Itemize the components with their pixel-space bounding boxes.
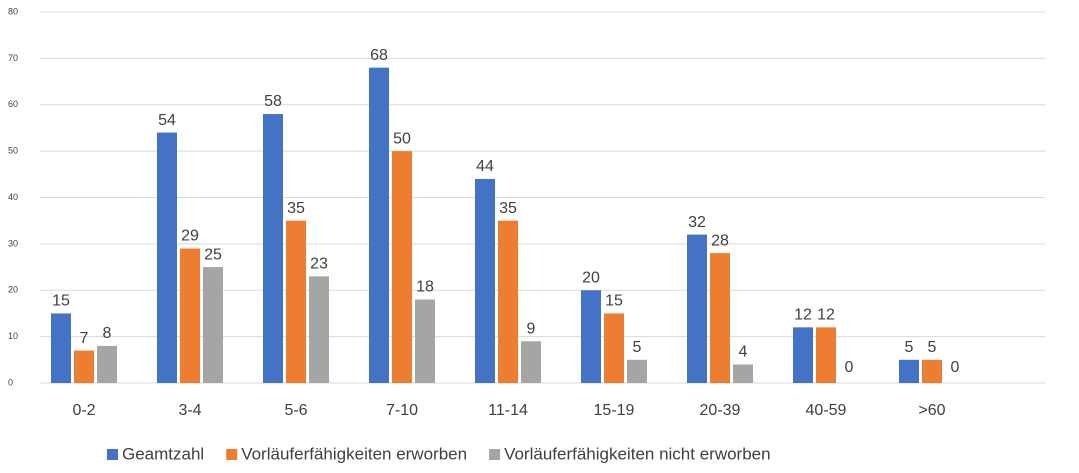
value-label: 8 — [103, 325, 112, 342]
value-label: 28 — [711, 232, 729, 249]
y-tick-label: 20 — [8, 285, 18, 295]
bar — [498, 220, 518, 383]
x-tick-label: >60 — [918, 402, 945, 419]
y-tick-label: 70 — [8, 53, 18, 63]
bar — [922, 359, 942, 383]
value-label: 9 — [527, 320, 536, 337]
legend-label: Vorläuferfähigkeiten nicht erworben — [504, 444, 771, 463]
y-tick-label: 0 — [8, 377, 13, 387]
bar — [157, 132, 177, 383]
bar — [627, 359, 647, 383]
value-label: 5 — [928, 339, 937, 356]
x-tick-label: 7-10 — [386, 402, 418, 419]
bar — [97, 345, 117, 383]
bar — [581, 290, 601, 383]
value-label: 32 — [688, 214, 706, 231]
bar — [687, 234, 707, 383]
value-label: 35 — [499, 200, 517, 217]
y-tick-label: 30 — [8, 238, 18, 248]
value-label: 25 — [204, 246, 222, 263]
value-label: 50 — [393, 130, 411, 147]
value-label: 5 — [633, 339, 642, 356]
legend-swatch — [107, 449, 118, 460]
value-label: 15 — [605, 293, 623, 310]
bar — [392, 151, 412, 383]
x-tick-label: 11-14 — [488, 402, 528, 419]
legend-swatch — [489, 449, 501, 460]
bar — [263, 114, 283, 384]
bar — [604, 313, 624, 383]
bar — [51, 313, 71, 383]
y-tick-label: 60 — [8, 99, 18, 109]
bar — [369, 67, 389, 384]
bar — [475, 178, 495, 383]
value-label: 23 — [310, 256, 328, 273]
x-tick-label: 20-39 — [700, 402, 741, 419]
value-label: 12 — [794, 307, 812, 324]
x-tick-label: 15-19 — [594, 402, 635, 419]
value-label: 68 — [370, 47, 388, 64]
bar — [203, 267, 223, 383]
value-label: 29 — [181, 228, 199, 245]
bar — [74, 350, 94, 383]
bar — [793, 327, 813, 383]
x-tick-label: 40-59 — [806, 402, 847, 419]
value-label: 20 — [582, 269, 600, 286]
value-label: 12 — [817, 307, 835, 324]
value-label: 35 — [287, 200, 305, 217]
legend-label: Geamtzahl — [122, 444, 204, 463]
bar — [309, 276, 329, 383]
bar — [733, 364, 753, 383]
value-label: 0 — [951, 359, 960, 376]
bar — [816, 327, 836, 383]
y-tick-label: 80 — [8, 6, 18, 16]
bar — [415, 299, 435, 383]
value-label: 5 — [905, 339, 914, 356]
x-tick-label: 3-4 — [178, 402, 201, 419]
bar — [521, 341, 541, 383]
bar — [180, 248, 200, 383]
x-tick-label: 0-2 — [72, 402, 95, 419]
value-label: 7 — [80, 330, 89, 347]
bar — [710, 253, 730, 383]
y-tick-label: 40 — [8, 192, 18, 202]
value-label: 4 — [739, 344, 748, 361]
value-label: 44 — [476, 158, 494, 175]
bar — [899, 359, 919, 383]
y-tick-label: 50 — [8, 146, 18, 156]
bar — [286, 220, 306, 383]
x-tick-label: 5-6 — [284, 402, 307, 419]
value-label: 15 — [52, 293, 70, 310]
value-label: 58 — [264, 93, 282, 110]
value-label: 0 — [845, 359, 854, 376]
y-tick-label: 10 — [8, 331, 18, 341]
legend-swatch — [226, 449, 238, 460]
legend-label: Vorläuferfähigkeiten erworben — [241, 444, 467, 463]
value-label: 54 — [158, 112, 176, 129]
value-label: 18 — [416, 279, 434, 296]
